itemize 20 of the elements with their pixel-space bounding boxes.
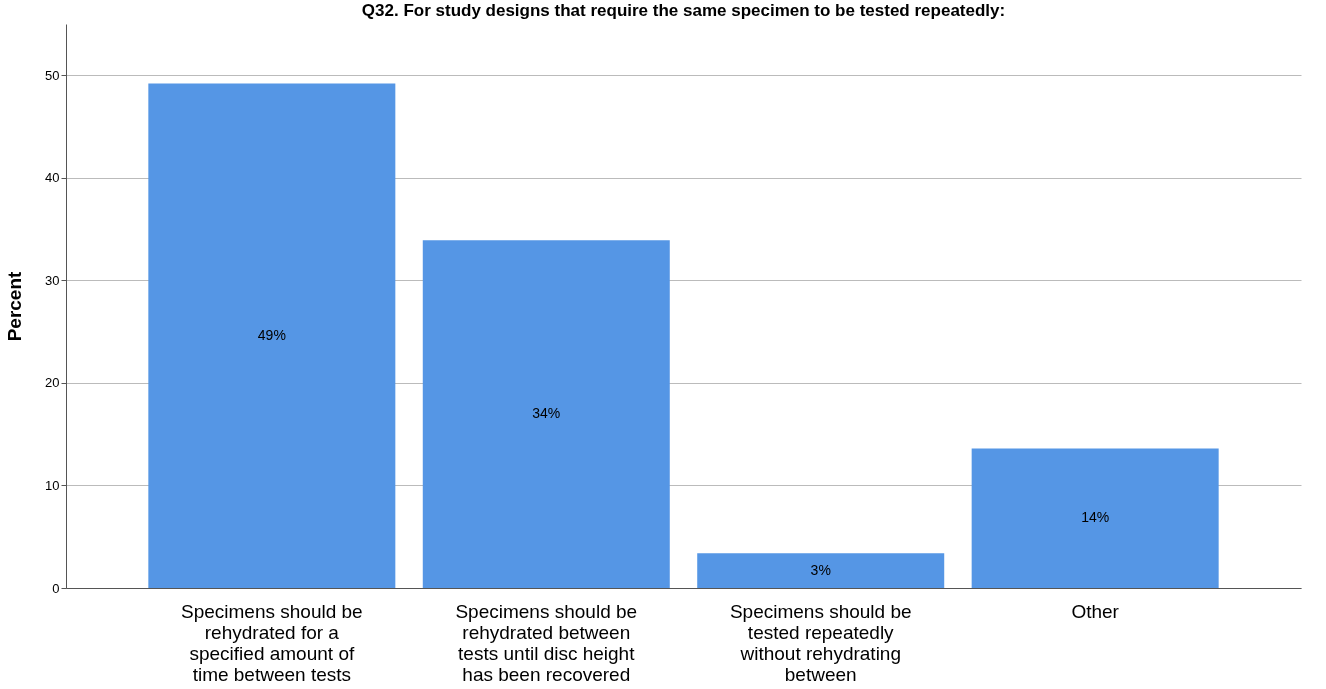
x-tick-label: Other <box>1071 600 1120 622</box>
y-axis-title: Percent <box>4 270 26 342</box>
bar <box>148 83 396 588</box>
bar <box>697 553 945 588</box>
x-tick-label: Specimens should be rehydrated for a specified amount of time between tests <box>181 600 363 685</box>
x-tick-label: Specimens should be tested repeatedly without rehydrating between <box>729 600 912 685</box>
bar <box>422 240 670 588</box>
x-tick-label: Specimens should be rehydrated between tests until disc height has been recovered <box>455 600 638 685</box>
bar <box>971 448 1219 588</box>
chart-title: Q32. For study designs that require the same specimen to be tested repeatedly: <box>361 1 1006 20</box>
y-tick-label: 10 <box>45 477 60 493</box>
data-label: 49% <box>257 326 286 343</box>
y-tick-label: 0 <box>52 580 60 596</box>
y-tick-label: 30 <box>45 272 60 288</box>
y-tick-label: 20 <box>45 375 60 391</box>
data-label: 34% <box>532 405 561 422</box>
data-label: 14% <box>1081 509 1110 526</box>
data-label: 3% <box>810 561 831 578</box>
y-tick-label: 50 <box>45 67 60 83</box>
y-tick-label: 40 <box>45 170 60 186</box>
